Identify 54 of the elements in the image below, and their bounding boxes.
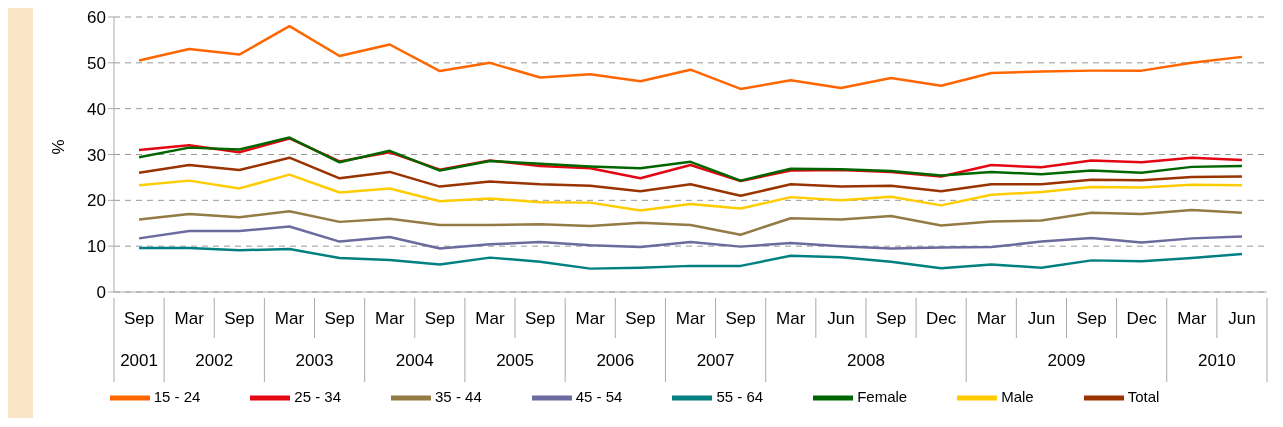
x-tick-label: Sep: [625, 309, 656, 328]
text: 2006: [596, 351, 635, 370]
legend-label: 45 - 54: [575, 387, 623, 405]
line-series: [137, 173, 1244, 212]
x-tick-label: Mar: [1177, 309, 1207, 328]
legend-label: 25 - 34: [294, 387, 342, 405]
y-tick-label: 10: [87, 237, 106, 257]
x-tick-label: Sep: [1076, 309, 1107, 328]
legend-label: Female: [857, 387, 908, 405]
legend-label: 15 - 24: [153, 387, 201, 405]
text: 2003: [295, 351, 334, 370]
x-tick-label: Jun: [1228, 309, 1256, 328]
x-tick-label: Mar: [776, 309, 806, 328]
text: 2001: [120, 351, 158, 370]
text: 2008: [847, 351, 885, 370]
line-series: [137, 24, 1244, 91]
x-tick-label: Mar: [976, 309, 1007, 328]
text: 2004: [395, 351, 434, 370]
y-tick-label: 50: [87, 53, 106, 73]
line-series: [137, 246, 1244, 270]
text: 2010: [1197, 351, 1236, 370]
y-axis-title: %: [49, 139, 69, 155]
line-series: [137, 225, 1244, 250]
y-tick-label: 0: [96, 283, 106, 303]
x-tick-label: Mar: [575, 309, 606, 328]
y-tick-label: 60: [87, 8, 106, 28]
y-tick-label: 40: [87, 99, 106, 119]
x-tick-label: Jun: [1027, 309, 1056, 328]
x-tick-label: Sep: [224, 309, 255, 328]
text: 2002: [195, 351, 234, 370]
y-tick-label: 20: [87, 191, 106, 211]
x-tick-label: Sep: [324, 309, 355, 328]
y-tick-label: 30: [87, 145, 106, 165]
x-tick-label: Dec: [1126, 309, 1158, 328]
x-tick-label: Sep: [875, 309, 907, 328]
x-tick-label: Jun: [827, 309, 855, 328]
x-tick-label: Sep: [524, 309, 556, 328]
x-tick-label: Dec: [926, 309, 957, 328]
x-tick-label: Mar: [675, 309, 706, 328]
x-tick-label: Mar: [375, 309, 405, 328]
line-series: [137, 156, 1244, 197]
x-tick-label: Sep: [424, 309, 455, 328]
text: 2005: [496, 351, 534, 370]
x-tick-label: Mar: [274, 309, 305, 328]
x-tick-label: Sep: [725, 309, 756, 328]
x-tick-label: Sep: [123, 309, 155, 328]
legend-label: Male: [1001, 387, 1034, 405]
text: 2007: [696, 351, 735, 370]
text: 2009: [1047, 351, 1086, 370]
legend-label: 35 - 44: [435, 387, 482, 405]
x-tick-label: Mar: [475, 309, 505, 328]
legend-label: Total: [1127, 387, 1160, 405]
legend-label: 55 - 64: [716, 387, 764, 405]
x-tick-label: Mar: [174, 309, 205, 328]
